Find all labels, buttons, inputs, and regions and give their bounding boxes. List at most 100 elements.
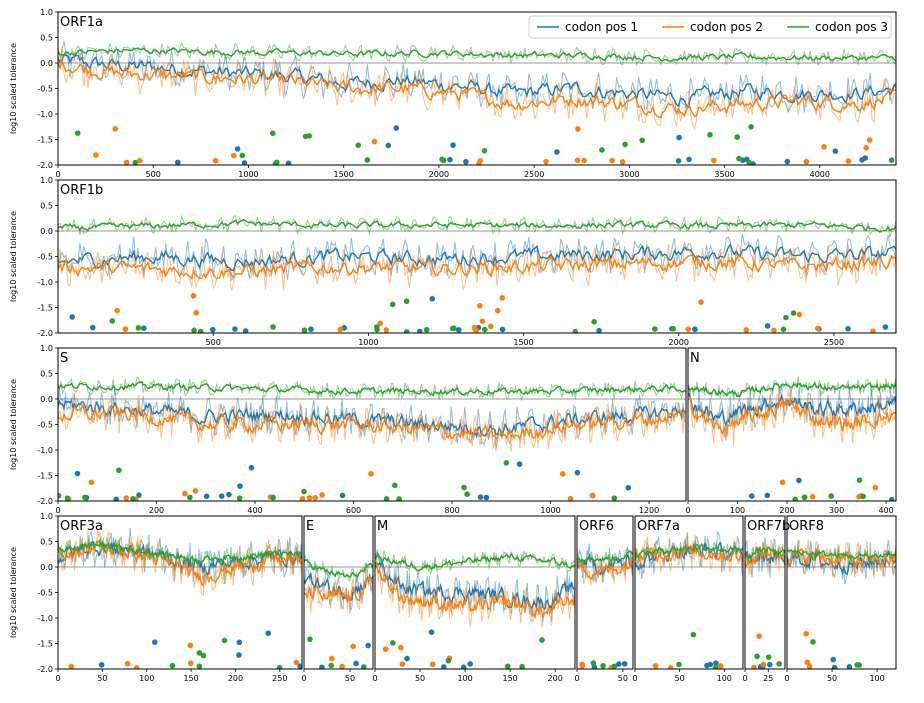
y-tick-label: -0.5 [37, 421, 53, 430]
y-tick-label: -2.0 [37, 329, 53, 338]
panel-frame [374, 515, 576, 670]
point [307, 636, 313, 643]
point [712, 664, 719, 669]
x-tick-label: 300 [829, 506, 844, 515]
point [859, 157, 865, 163]
point [200, 652, 207, 659]
point [301, 327, 308, 333]
point [751, 664, 757, 669]
series-raw-2 [375, 551, 575, 628]
panel-n: N 0 100 200 300 400 [685, 347, 897, 515]
point [804, 659, 811, 666]
series-smooth-3 [304, 558, 373, 579]
y-axis-label: log10 scaled tolerance [9, 379, 18, 470]
point [109, 318, 116, 324]
point [416, 328, 423, 333]
point [190, 292, 197, 299]
plot-area [375, 549, 575, 669]
point [652, 663, 659, 669]
panel-frame [634, 515, 744, 670]
series-raw-2 [688, 384, 896, 446]
point [423, 326, 430, 333]
point [830, 656, 837, 663]
point [237, 483, 243, 489]
panel-frame [786, 515, 897, 670]
panel-title: M [377, 519, 388, 534]
point [74, 470, 81, 477]
x-tick-label: 100 [869, 674, 884, 683]
panel-title: ORF7a [637, 519, 680, 534]
point [328, 662, 335, 669]
point [355, 142, 362, 149]
point [622, 141, 628, 148]
point [845, 158, 852, 164]
series-smooth-3 [688, 382, 896, 398]
panel-title: N [690, 351, 700, 366]
point [790, 310, 797, 316]
x-tick-label: 150 [502, 674, 517, 683]
panel-title: ORF3a [60, 519, 103, 534]
y-tick-label: 0.5 [40, 202, 53, 211]
series-raw-2 [58, 46, 896, 130]
point [652, 326, 658, 332]
point [814, 325, 821, 332]
plot-area [745, 536, 785, 669]
point [293, 659, 300, 666]
plot-area [58, 214, 896, 333]
y-tick-label: -2.0 [37, 497, 53, 506]
y-tick-label: 1.0 [40, 512, 53, 521]
x-tick-label: 800 [444, 506, 459, 515]
point [350, 643, 356, 650]
y-tick-label: 0.5 [40, 538, 53, 547]
x-tick-label: 100 [717, 674, 732, 683]
point [312, 495, 319, 501]
x-tick-label: 2500 [524, 170, 544, 179]
x-tick-label: 200 [779, 506, 794, 515]
y-tick-label: 0.5 [40, 34, 53, 43]
point [599, 147, 605, 153]
point [374, 326, 380, 333]
y-tick-label: 0.0 [40, 59, 53, 68]
panel-title: E [306, 519, 314, 534]
x-tick-label: 50 [345, 674, 355, 683]
point [713, 660, 719, 667]
point [382, 646, 389, 652]
y-tick-label: 1.0 [40, 344, 53, 353]
y-tick-label: -0.5 [37, 253, 53, 262]
point [301, 488, 307, 495]
point [152, 639, 158, 645]
y-tick-label: -1.0 [37, 278, 53, 287]
point [88, 479, 95, 486]
point [676, 134, 682, 141]
point [461, 484, 467, 491]
plot-area [58, 376, 686, 501]
plot-area [58, 40, 896, 165]
x-tick-label: 200 [149, 506, 164, 515]
legend: codon pos 1 codon pos 2 codon pos 3 [528, 15, 892, 39]
panel-frame [57, 515, 303, 670]
point [625, 484, 632, 491]
point [192, 488, 199, 494]
point [197, 328, 204, 333]
series-smooth-3 [577, 550, 633, 563]
series-smooth-3 [787, 548, 896, 560]
point [743, 327, 750, 333]
y-tick-label: -1.0 [37, 614, 53, 623]
point [704, 662, 710, 669]
x-tick-label: 200 [548, 674, 563, 683]
series-smooth-2 [58, 537, 302, 588]
series-smooth-2 [577, 559, 633, 581]
x-tick-label: 150 [183, 674, 198, 683]
point [124, 660, 131, 667]
point [209, 326, 216, 333]
x-tick-label: 50 [618, 674, 628, 683]
point [187, 642, 194, 649]
series-smooth-2 [304, 574, 373, 602]
x-tick-label: 0 [784, 674, 789, 683]
y-axis-label: log10 scaled tolerance [9, 547, 18, 638]
point [481, 147, 488, 154]
point [234, 146, 241, 152]
point [734, 134, 740, 140]
point [748, 124, 754, 130]
point [796, 477, 802, 484]
